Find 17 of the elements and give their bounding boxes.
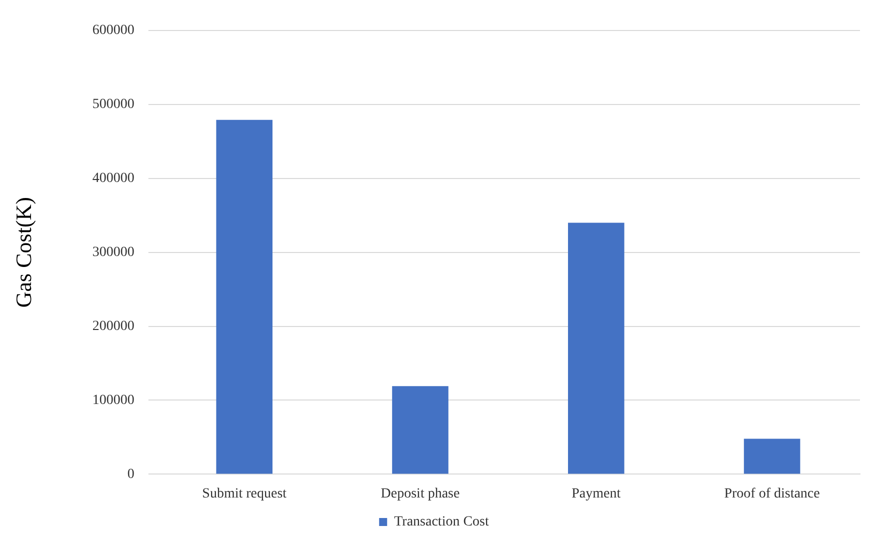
x-tick-label: Payment xyxy=(572,486,621,502)
x-tick-label: Deposit phase xyxy=(380,486,460,502)
y-tick-label: 300000 xyxy=(92,244,134,260)
y-tick-label: 500000 xyxy=(92,97,134,112)
y-tick-label: 600000 xyxy=(92,23,134,38)
bar xyxy=(744,438,800,474)
y-tick-label: 0 xyxy=(127,466,134,482)
x-tick-label: Proof of distance xyxy=(724,486,820,502)
x-tick-label: Submit request xyxy=(202,486,287,502)
bar xyxy=(392,386,448,474)
y-tick-label: 100000 xyxy=(92,392,134,408)
legend-label: Transaction Cost xyxy=(394,514,489,530)
y-axis-title: Gas Cost(K) xyxy=(10,196,36,308)
y-tick-label: 200000 xyxy=(92,318,134,334)
bar xyxy=(216,120,272,474)
y-tick-label: 400000 xyxy=(92,171,134,186)
bar xyxy=(568,222,624,474)
